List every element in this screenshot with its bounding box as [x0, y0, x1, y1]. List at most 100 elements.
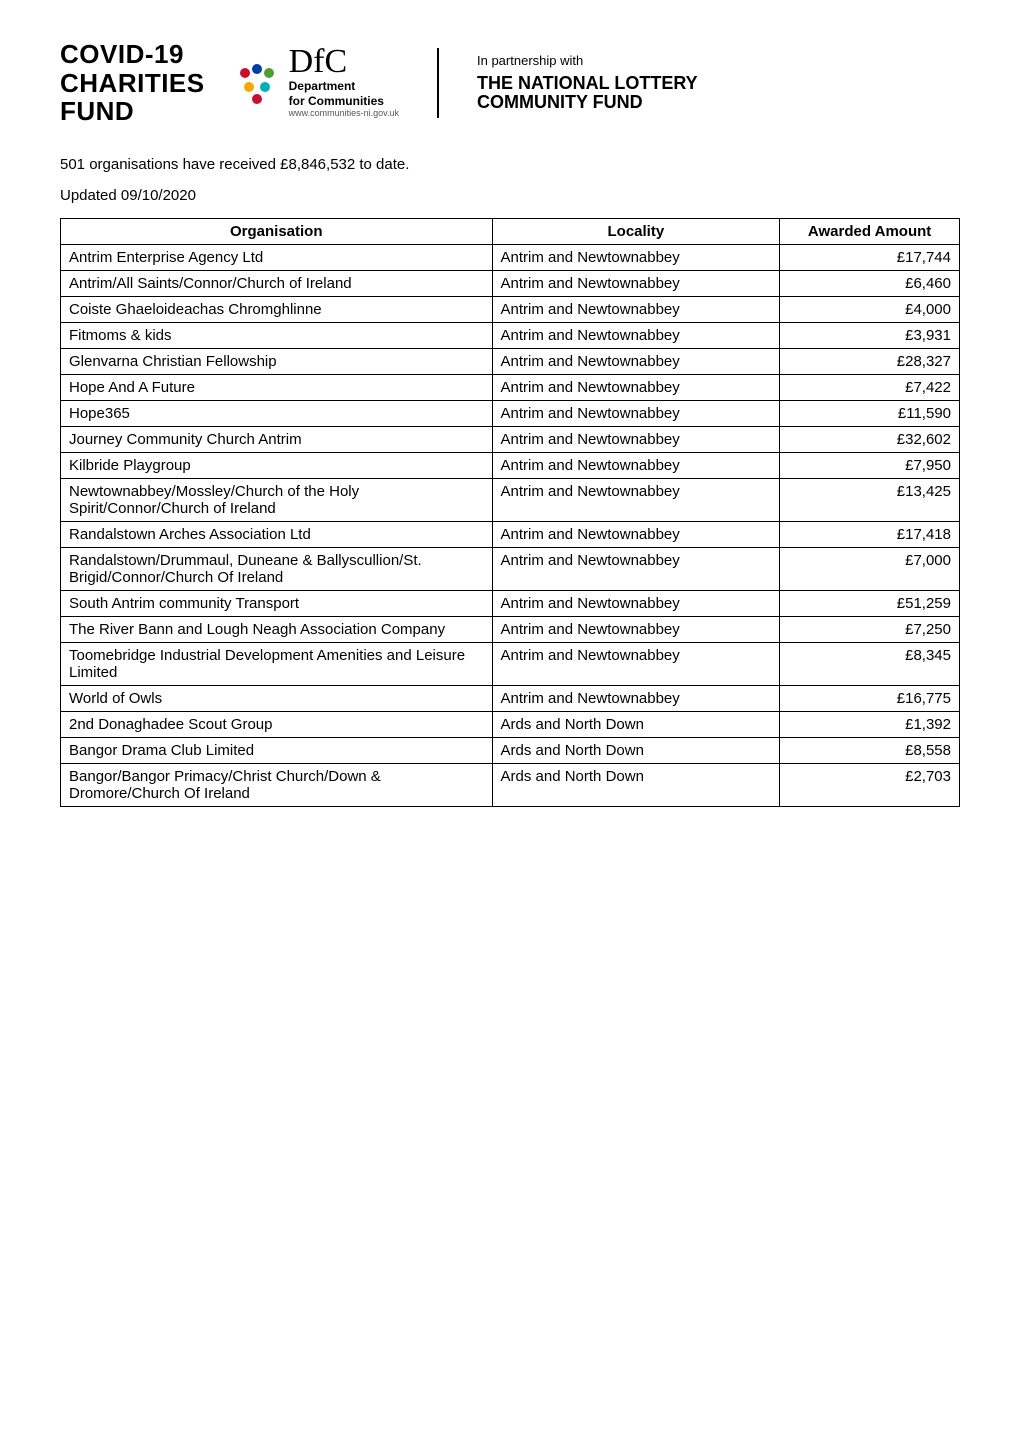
cell-amount: £7,422: [780, 374, 960, 400]
partnership-label: In partnership with: [477, 53, 698, 68]
table-body: Antrim Enterprise Agency LtdAntrim and N…: [61, 244, 960, 806]
cell-amount: £8,345: [780, 642, 960, 685]
table-header-row: Organisation Locality Awarded Amount: [61, 218, 960, 244]
cell-organisation: World of Owls: [61, 685, 493, 711]
cell-locality: Ards and North Down: [492, 737, 780, 763]
cell-amount: £8,558: [780, 737, 960, 763]
cell-amount: £17,418: [780, 521, 960, 547]
cell-locality: Antrim and Newtownabbey: [492, 685, 780, 711]
cell-amount: £13,425: [780, 478, 960, 521]
cell-organisation: Randalstown Arches Association Ltd: [61, 521, 493, 547]
lottery-line2: COMMUNITY FUND: [477, 93, 698, 113]
cell-amount: £32,602: [780, 426, 960, 452]
cell-locality: Antrim and Newtownabbey: [492, 547, 780, 590]
cell-locality: Antrim and Newtownabbey: [492, 590, 780, 616]
table-row: Toomebridge Industrial Development Ameni…: [61, 642, 960, 685]
cell-organisation: Coiste Ghaeloideachas Chromghlinne: [61, 296, 493, 322]
cell-organisation: The River Bann and Lough Neagh Associati…: [61, 616, 493, 642]
table-row: Glenvarna Christian FellowshipAntrim and…: [61, 348, 960, 374]
table-row: Randalstown/Drummaul, Duneane & Ballyscu…: [61, 547, 960, 590]
dfc-sub-line1: Department: [289, 80, 399, 93]
cell-organisation: Newtownabbey/Mossley/Church of the Holy …: [61, 478, 493, 521]
table-row: Coiste Ghaeloideachas ChromghlinneAntrim…: [61, 296, 960, 322]
cell-organisation: Toomebridge Industrial Development Ameni…: [61, 642, 493, 685]
table-row: Newtownabbey/Mossley/Church of the Holy …: [61, 478, 960, 521]
cell-amount: £3,931: [780, 322, 960, 348]
dfc-url: www.communities-ni.gov.uk: [289, 108, 399, 118]
table-row: Journey Community Church AntrimAntrim an…: [61, 426, 960, 452]
cell-organisation: Journey Community Church Antrim: [61, 426, 493, 452]
cell-amount: £16,775: [780, 685, 960, 711]
cell-locality: Antrim and Newtownabbey: [492, 478, 780, 521]
cell-locality: Antrim and Newtownabbey: [492, 400, 780, 426]
cell-locality: Antrim and Newtownabbey: [492, 616, 780, 642]
awards-table: Organisation Locality Awarded Amount Ant…: [60, 218, 960, 807]
lottery-line1: THE NATIONAL LOTTERY: [477, 74, 698, 94]
dfc-logo: DfC Department for Communities www.commu…: [235, 47, 399, 118]
col-header-amount: Awarded Amount: [780, 218, 960, 244]
dfc-sub-line2: for Communities: [289, 95, 399, 108]
table-row: South Antrim community TransportAntrim a…: [61, 590, 960, 616]
cell-locality: Antrim and Newtownabbey: [492, 270, 780, 296]
cell-amount: £7,000: [780, 547, 960, 590]
cell-organisation: Bangor Drama Club Limited: [61, 737, 493, 763]
cell-locality: Antrim and Newtownabbey: [492, 348, 780, 374]
cell-locality: Antrim and Newtownabbey: [492, 452, 780, 478]
table-row: Hope And A FutureAntrim and Newtownabbey…: [61, 374, 960, 400]
col-header-organisation: Organisation: [61, 218, 493, 244]
cell-locality: Antrim and Newtownabbey: [492, 374, 780, 400]
cell-amount: £51,259: [780, 590, 960, 616]
covid-title-line3: FUND: [60, 97, 205, 126]
cell-organisation: South Antrim community Transport: [61, 590, 493, 616]
cell-amount: £17,744: [780, 244, 960, 270]
table-row: 2nd Donaghadee Scout GroupArds and North…: [61, 711, 960, 737]
cell-amount: £2,703: [780, 763, 960, 806]
cell-organisation: Bangor/Bangor Primacy/Christ Church/Down…: [61, 763, 493, 806]
header-logos: COVID-19 CHARITIES FUND DfC Department f…: [60, 40, 960, 126]
cell-organisation: 2nd Donaghadee Scout Group: [61, 711, 493, 737]
cell-locality: Antrim and Newtownabbey: [492, 521, 780, 547]
table-row: Bangor Drama Club LimitedArds and North …: [61, 737, 960, 763]
lottery-logo: In partnership with THE NATIONAL LOTTERY…: [477, 53, 698, 114]
cell-locality: Ards and North Down: [492, 711, 780, 737]
dfc-text: DfC Department for Communities www.commu…: [289, 47, 399, 118]
cell-locality: Antrim and Newtownabbey: [492, 426, 780, 452]
cell-organisation: Hope365: [61, 400, 493, 426]
cell-locality: Antrim and Newtownabbey: [492, 322, 780, 348]
dfc-main-text: DfC: [289, 47, 399, 78]
covid-fund-logo: COVID-19 CHARITIES FUND: [60, 40, 205, 126]
table-row: World of OwlsAntrim and Newtownabbey£16,…: [61, 685, 960, 711]
cell-organisation: Antrim/All Saints/Connor/Church of Irela…: [61, 270, 493, 296]
col-header-locality: Locality: [492, 218, 780, 244]
cell-amount: £6,460: [780, 270, 960, 296]
cell-amount: £28,327: [780, 348, 960, 374]
cell-amount: £7,250: [780, 616, 960, 642]
cell-organisation: Hope And A Future: [61, 374, 493, 400]
covid-title-line1: COVID-19: [60, 40, 205, 69]
table-row: The River Bann and Lough Neagh Associati…: [61, 616, 960, 642]
cell-organisation: Fitmoms & kids: [61, 322, 493, 348]
cell-locality: Antrim and Newtownabbey: [492, 244, 780, 270]
divider-line: [437, 48, 439, 118]
covid-title-line2: CHARITIES: [60, 69, 205, 98]
intro-paragraph: 501 organisations have received £8,846,5…: [60, 156, 960, 173]
table-row: Kilbride PlaygroupAntrim and Newtownabbe…: [61, 452, 960, 478]
table-row: Antrim/All Saints/Connor/Church of Irela…: [61, 270, 960, 296]
cell-locality: Antrim and Newtownabbey: [492, 296, 780, 322]
cell-locality: Ards and North Down: [492, 763, 780, 806]
table-row: Fitmoms & kidsAntrim and Newtownabbey£3,…: [61, 322, 960, 348]
cell-amount: £4,000: [780, 296, 960, 322]
cell-organisation: Kilbride Playgroup: [61, 452, 493, 478]
table-row: Antrim Enterprise Agency LtdAntrim and N…: [61, 244, 960, 270]
cell-amount: £7,950: [780, 452, 960, 478]
cell-organisation: Randalstown/Drummaul, Duneane & Ballyscu…: [61, 547, 493, 590]
table-row: Randalstown Arches Association LtdAntrim…: [61, 521, 960, 547]
cell-organisation: Antrim Enterprise Agency Ltd: [61, 244, 493, 270]
dfc-emblem-icon: [235, 61, 279, 105]
table-row: Bangor/Bangor Primacy/Christ Church/Down…: [61, 763, 960, 806]
table-row: Hope365Antrim and Newtownabbey£11,590: [61, 400, 960, 426]
cell-amount: £11,590: [780, 400, 960, 426]
updated-date: Updated 09/10/2020: [60, 187, 960, 204]
cell-organisation: Glenvarna Christian Fellowship: [61, 348, 493, 374]
cell-locality: Antrim and Newtownabbey: [492, 642, 780, 685]
